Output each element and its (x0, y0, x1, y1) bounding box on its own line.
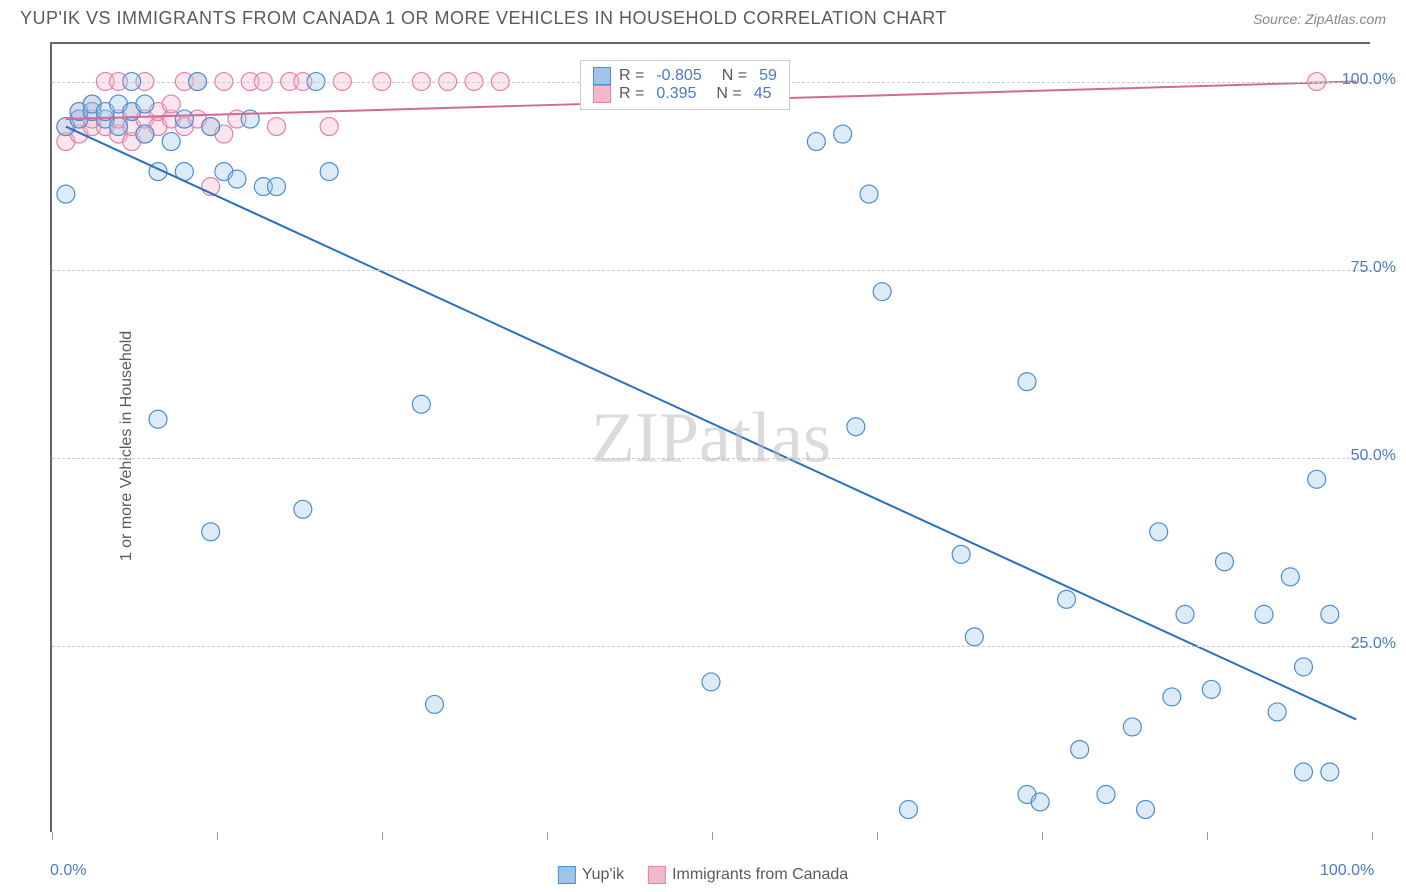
data-point (412, 395, 430, 413)
data-point (110, 118, 128, 136)
data-point (1216, 553, 1234, 571)
data-point (847, 418, 865, 436)
y-tick-label: 100.0% (1342, 71, 1396, 89)
x-tick (877, 832, 878, 840)
legend-n-value: 59 (759, 67, 777, 85)
data-point (57, 185, 75, 203)
y-tick-label: 50.0% (1351, 447, 1396, 465)
data-point (965, 628, 983, 646)
data-point (1321, 605, 1339, 623)
legend-n-label: N = (722, 67, 747, 85)
data-point (900, 801, 918, 819)
legend-row: R = 0.395 N = 45 (593, 85, 777, 103)
data-point (1071, 740, 1089, 758)
data-point (136, 125, 154, 143)
x-tick (1207, 832, 1208, 840)
y-tick-label: 25.0% (1351, 635, 1396, 653)
data-point (873, 283, 891, 301)
data-point (1295, 658, 1313, 676)
data-point (426, 695, 444, 713)
y-tick-label: 75.0% (1351, 259, 1396, 277)
legend-n-value: 45 (754, 85, 772, 103)
legend-swatch (593, 85, 611, 103)
legend-r-label: R = (619, 67, 644, 85)
scatter-svg (52, 44, 1370, 832)
x-tick (52, 832, 53, 840)
chart-title: YUP'IK VS IMMIGRANTS FROM CANADA 1 OR MO… (20, 8, 947, 29)
legend-n-label: N = (716, 85, 741, 103)
legend-r-label: R = (619, 85, 644, 103)
series-name: Immigrants from Canada (672, 866, 848, 884)
series-legend: Yup'ik Immigrants from Canada (558, 866, 848, 884)
legend-swatch (648, 866, 666, 884)
data-point (162, 95, 180, 113)
data-point (952, 545, 970, 563)
data-point (1018, 373, 1036, 391)
data-point (1255, 605, 1273, 623)
data-point (1123, 718, 1141, 736)
x-tick-label: 0.0% (50, 862, 86, 880)
x-tick (382, 832, 383, 840)
data-point (1097, 785, 1115, 803)
legend-row: R = -0.805 N = 59 (593, 67, 777, 85)
series-legend-item: Immigrants from Canada (648, 866, 848, 884)
data-point (268, 118, 286, 136)
data-point (149, 410, 167, 428)
chart-plot-area: R =-0.805N =59R =0.395N =45 ZIPatlas (50, 42, 1370, 832)
source-label: Source: ZipAtlas.com (1253, 11, 1386, 27)
data-point (1137, 801, 1155, 819)
legend-r-value: -0.805 (656, 67, 701, 85)
data-point (1295, 763, 1313, 781)
data-point (202, 118, 220, 136)
data-point (202, 523, 220, 541)
data-point (834, 125, 852, 143)
x-tick-label: 100.0% (1320, 862, 1374, 880)
data-point (1268, 703, 1286, 721)
legend-swatch (593, 67, 611, 85)
series-name: Yup'ik (582, 866, 624, 884)
data-point (860, 185, 878, 203)
data-point (1202, 680, 1220, 698)
gridline (52, 646, 1370, 647)
x-tick (217, 832, 218, 840)
data-point (320, 163, 338, 181)
gridline (52, 270, 1370, 271)
data-point (294, 500, 312, 518)
series-legend-item: Yup'ik (558, 866, 624, 884)
data-point (268, 178, 286, 196)
data-point (136, 95, 154, 113)
x-tick (1042, 832, 1043, 840)
data-point (1163, 688, 1181, 706)
data-point (1308, 470, 1326, 488)
data-point (228, 170, 246, 188)
trend-line (66, 127, 1356, 720)
correlation-legend: R = -0.805 N = 59 R = 0.395 N = 45 (580, 60, 790, 110)
legend-swatch (558, 866, 576, 884)
data-point (320, 118, 338, 136)
data-point (162, 133, 180, 151)
legend-r-value: 0.395 (656, 85, 696, 103)
data-point (1321, 763, 1339, 781)
data-point (175, 110, 193, 128)
data-point (1058, 590, 1076, 608)
data-point (1150, 523, 1168, 541)
x-tick (1372, 832, 1373, 840)
gridline (52, 458, 1370, 459)
data-point (1176, 605, 1194, 623)
data-point (1031, 793, 1049, 811)
data-point (807, 133, 825, 151)
x-tick (712, 832, 713, 840)
data-point (702, 673, 720, 691)
data-point (1281, 568, 1299, 586)
x-tick (547, 832, 548, 840)
